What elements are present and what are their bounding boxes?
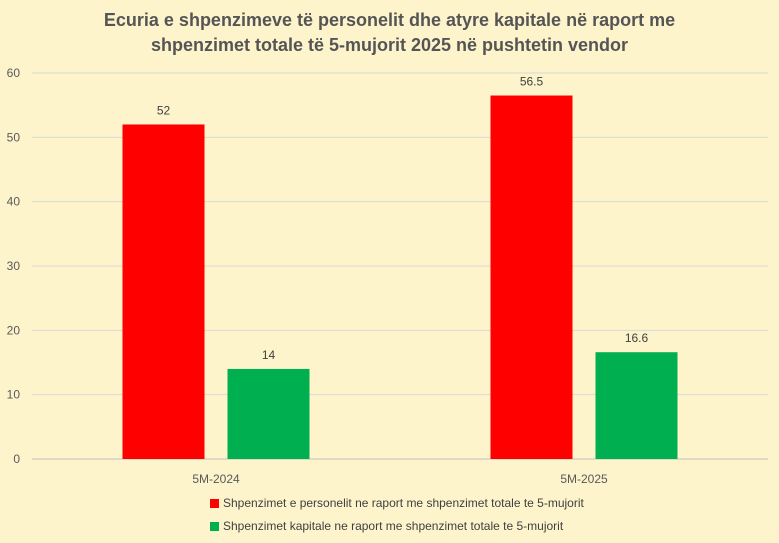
y-tick-label-50: 50 [7,130,21,144]
bar-capital-5M-2024 [227,368,310,459]
data-label-capital-5M-2025: 16.6 [625,331,649,345]
bar-capital-5M-2025 [595,352,678,459]
x-tick-label-5M-2025: 5M-2025 [560,472,608,486]
y-tick-label-10: 10 [7,388,21,402]
chart-title-line-1: Ecuria e shpenzimeve të personelit dhe a… [103,10,676,30]
legend-swatch-personnel [210,498,219,508]
bar-personnel-5M-2025 [490,95,573,460]
legend-label-personnel: Shpenzimet e personelit ne raport me shp… [223,496,584,510]
chart-title-line-2: shpenzimet totale të 5-mujorit 2025 në p… [150,35,629,55]
legend-swatch-capital [210,521,219,531]
data-label-personnel-5M-2024: 52 [157,103,171,117]
y-tick-label-20: 20 [7,323,21,337]
x-tick-label-5M-2024: 5M-2024 [192,472,240,486]
y-tick-label-40: 40 [7,195,21,209]
y-tick-label-0: 0 [13,452,20,466]
y-tick-label-30: 30 [7,259,21,273]
legend-item-personnel: Shpenzimet e personelit ne raport me shp… [210,495,584,511]
legend-item-capital: Shpenzimet kapitale ne raport me shpenzi… [210,518,563,534]
data-label-capital-5M-2024: 14 [262,348,276,362]
data-label-personnel-5M-2025: 56.5 [520,75,544,89]
bar-personnel-5M-2024 [122,124,205,459]
y-tick-label-60: 60 [7,66,21,80]
legend-label-capital: Shpenzimet kapitale ne raport me shpenzi… [223,519,564,533]
